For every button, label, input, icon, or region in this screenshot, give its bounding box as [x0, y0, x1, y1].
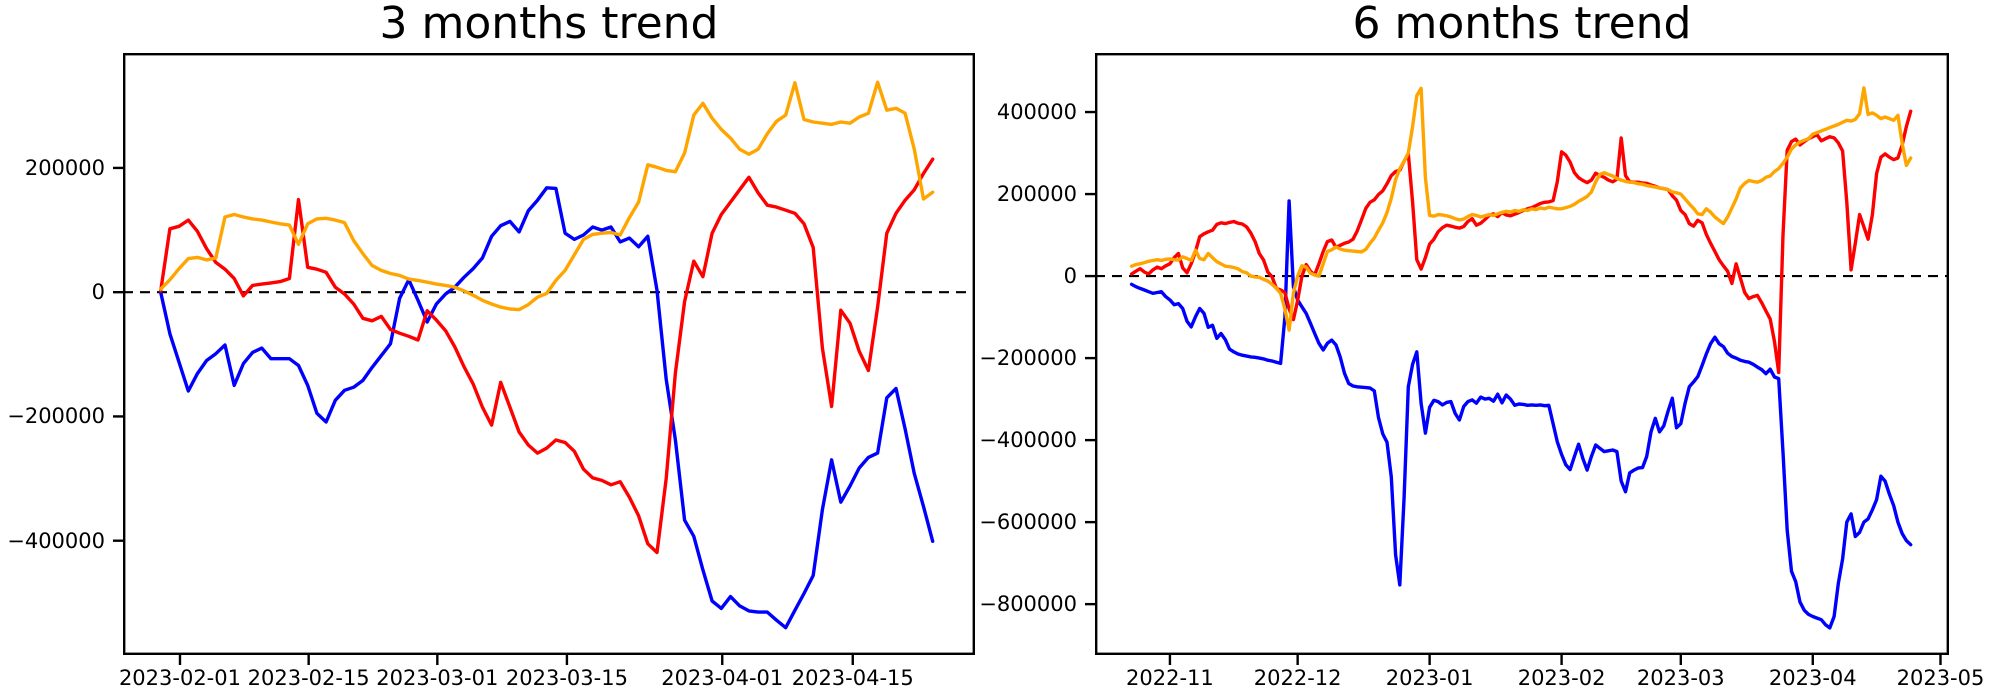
x-tick-label: 2022-12: [1253, 666, 1342, 690]
y-tick-label: 200000: [24, 155, 105, 180]
chart-title-6-months: 6 months trend: [1352, 0, 1692, 49]
series-line-red: [1129, 109, 1913, 375]
series-line-blue: [1129, 199, 1913, 630]
chart-title-3-months: 3 months trend: [379, 0, 719, 49]
series-line-red: [159, 157, 935, 555]
x-tick-label: 2023-03-15: [505, 666, 628, 690]
y-tick-label: −200000: [7, 404, 105, 429]
x-tick-label: 2023-02: [1517, 666, 1606, 690]
y-tick-label: −400000: [7, 528, 105, 553]
x-tick-label: 2023-02-15: [247, 666, 370, 690]
x-tick-label: 2023-05: [1896, 666, 1985, 690]
y-tick-label: −400000: [979, 428, 1077, 453]
plot-area-3-months: [113, 53, 975, 665]
x-tick-label: 2023-04-01: [661, 666, 784, 690]
x-tick-label: 2023-03: [1636, 666, 1725, 690]
x-tick-label: 2022-11: [1126, 666, 1214, 690]
y-tick-label: 200000: [996, 182, 1077, 207]
y-tick-label: −600000: [979, 510, 1077, 535]
x-tick-label: 2023-03-01: [376, 666, 499, 690]
y-tick-label: 400000: [996, 100, 1077, 125]
y-tick-label: 0: [1063, 264, 1077, 289]
y-tick-label: −800000: [979, 592, 1077, 617]
y-tick-label: 0: [91, 280, 105, 305]
plot-frame: [123, 53, 975, 655]
plot-frame: [1095, 53, 1949, 655]
x-tick-label: 2023-04: [1768, 666, 1857, 690]
x-tick-label: 2023-02-01: [118, 666, 241, 690]
y-tick-label: −200000: [979, 346, 1077, 371]
x-tick-label: 2023-01: [1385, 666, 1474, 690]
x-tick-label: 2023-04-15: [791, 666, 914, 690]
plot-area-6-months: [1085, 53, 1949, 665]
series-line-orange: [159, 80, 935, 312]
series-line-orange: [1129, 86, 1913, 332]
series-line-blue: [159, 186, 935, 630]
